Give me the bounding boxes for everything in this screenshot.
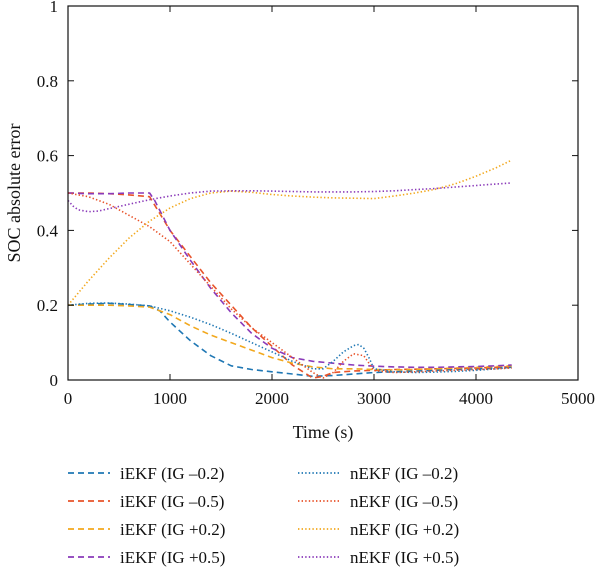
legend-label: iEKF (IG –0.2) <box>120 464 224 483</box>
y-ticks: 0 0.2 0.4 0.6 0.8 1 <box>37 0 578 390</box>
legend-label: iEKF (IG +0.2) <box>120 520 225 539</box>
legend-label: nEKF (IG +0.2) <box>350 520 459 539</box>
series-line-7 <box>67 182 512 213</box>
series-line-6 <box>67 159 513 306</box>
y-tick-label: 1 <box>50 0 59 16</box>
x-tick-label: 3000 <box>357 389 391 408</box>
y-tick-label: 0.2 <box>37 296 58 315</box>
series-line-0 <box>67 302 512 378</box>
y-tick-label: 0.4 <box>37 221 59 240</box>
x-ticks: 0 1000 2000 3000 4000 5000 <box>64 6 595 408</box>
series-line-2 <box>68 304 512 371</box>
x-tick-label: 1000 <box>153 389 187 408</box>
x-tick-label: 5000 <box>561 389 595 408</box>
legend-label: iEKF (IG –0.5) <box>120 492 224 511</box>
x-tick-label: 4000 <box>459 389 493 408</box>
y-axis-title: SOC absolute error <box>4 124 24 263</box>
axis-frame <box>67 5 579 381</box>
legend-label: nEKF (IG –0.2) <box>350 464 458 483</box>
x-axis-title: Time (s) <box>293 422 354 443</box>
legend-label: iEKF (IG +0.5) <box>120 548 225 567</box>
series-line-3 <box>67 192 512 369</box>
series-line-1 <box>68 192 512 379</box>
y-tick-label: 0.8 <box>37 72 58 91</box>
series-line-5 <box>67 192 512 379</box>
x-tick-label: 0 <box>64 389 73 408</box>
legend: iEKF (IG –0.2) iEKF (IG –0.5) iEKF (IG +0.… <box>68 464 459 567</box>
series-line-4 <box>67 302 512 374</box>
legend-label: nEKF (IG +0.5) <box>350 548 459 567</box>
legend-label: nEKF (IG –0.5) <box>350 492 458 511</box>
y-tick-label: 0 <box>50 371 59 390</box>
plot-frame <box>67 5 579 381</box>
series-layer <box>67 159 513 379</box>
y-tick-label: 0.6 <box>37 147 58 166</box>
x-tick-label: 2000 <box>255 389 289 408</box>
